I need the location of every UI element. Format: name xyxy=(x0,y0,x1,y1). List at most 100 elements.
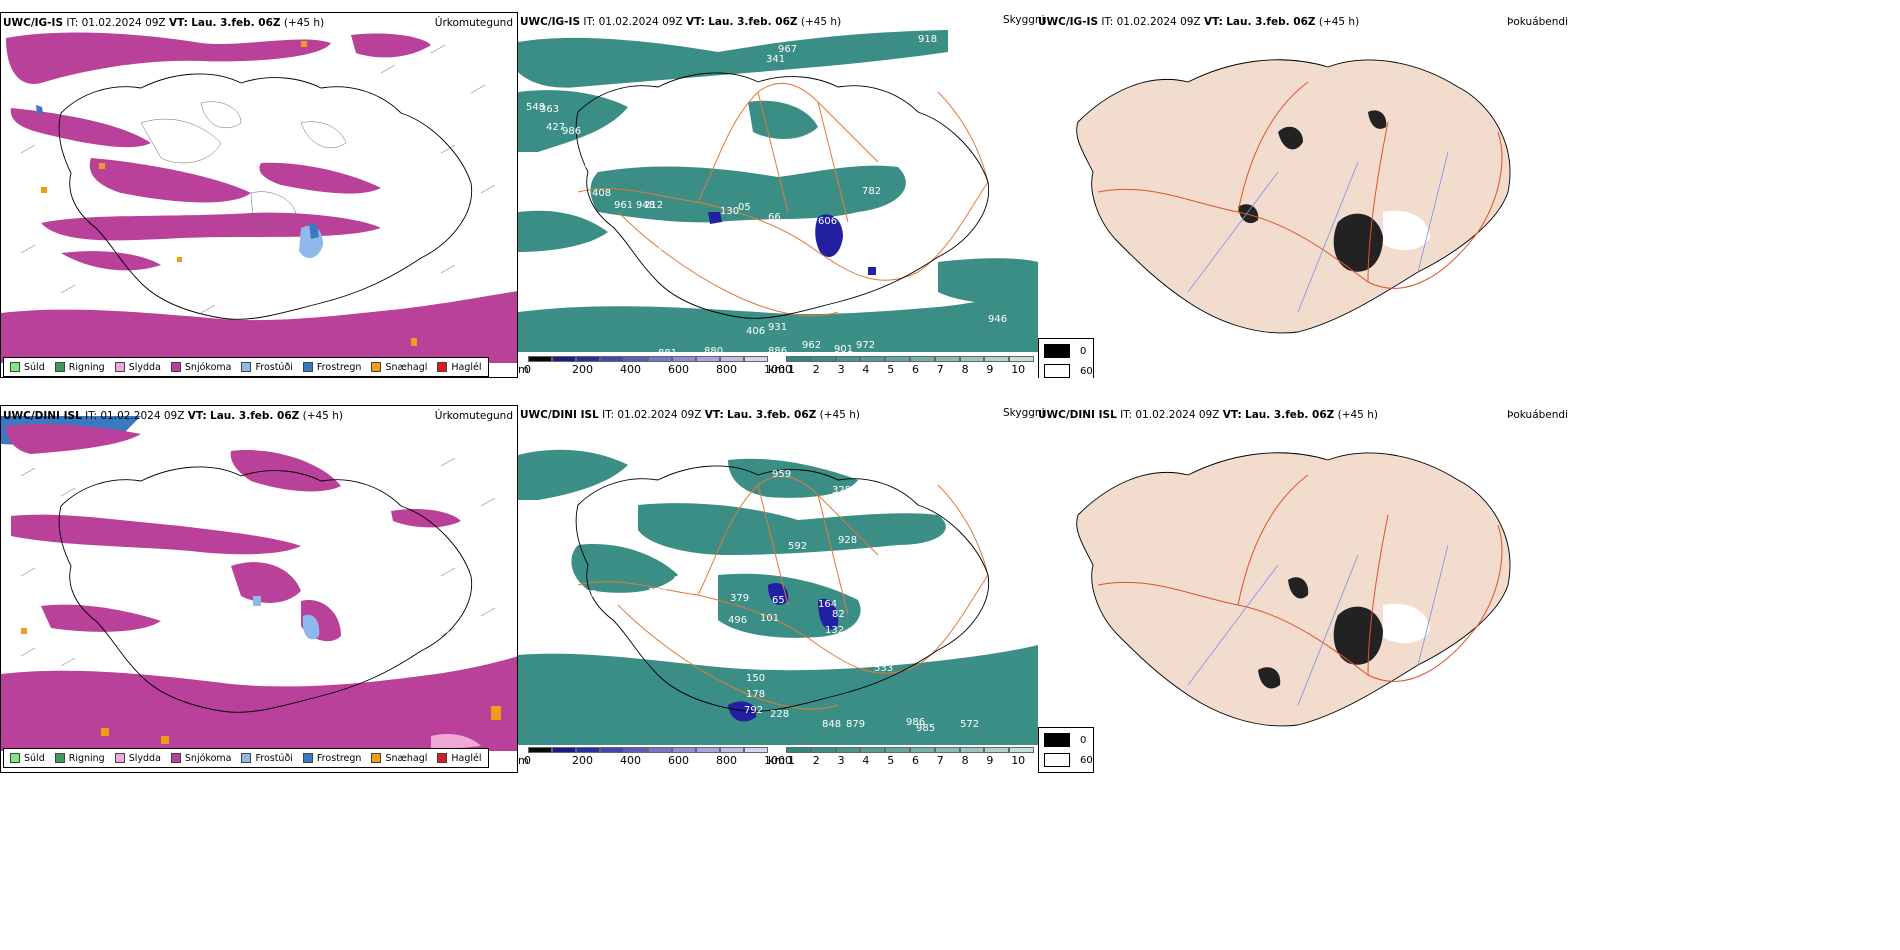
legend-label: Snjókoma xyxy=(184,361,232,373)
legend-swatch xyxy=(241,362,252,372)
vis-value-label: 207 xyxy=(782,157,801,168)
vis-scale-tick: 10 xyxy=(1011,754,1026,767)
fog-legend-item: 0 xyxy=(1044,733,1086,747)
precip-panel-row2: UWC/DINI ISL IT: 01.02.2024 09Z VT: Lau.… xyxy=(0,405,518,773)
offset: (+45 h) xyxy=(283,17,325,29)
iceland-outline xyxy=(58,466,473,713)
legend-item: Snjókoma xyxy=(170,361,232,373)
vis-scale-tick: 400 xyxy=(620,754,641,767)
vis-value-label: 130 xyxy=(720,206,739,217)
vis-value-label: 967 xyxy=(778,44,797,55)
vis-value-label: 427 xyxy=(546,122,565,133)
fog-legend-label: 0 xyxy=(1080,345,1087,357)
fog-white xyxy=(1383,210,1430,251)
legend-swatch xyxy=(302,362,313,372)
vis-scale-tick: 5 xyxy=(887,363,895,376)
fog-legend-item: 0 xyxy=(1044,344,1086,358)
vis-scale-swatch xyxy=(1009,747,1034,753)
vis-value-label: 408 xyxy=(592,188,611,199)
offset: (+45 h) xyxy=(1318,16,1360,28)
vis-scale-swatch xyxy=(576,356,600,362)
legend-item: Slydda xyxy=(114,362,161,373)
vis-value-label: 572 xyxy=(960,719,979,730)
vis-value-label: 886 xyxy=(768,346,787,357)
vis-scale-swatch xyxy=(835,747,861,753)
fog-title-row2: Þokuábendi xyxy=(1507,409,1568,421)
legend-label: Frostúði xyxy=(255,752,293,764)
fog-header-row2: UWC/DINI ISL IT: 01.02.2024 09Z VT: Lau.… xyxy=(1038,409,1378,421)
vis-scale-row1: m 0 200 400 600 800 1000 km 1 2 3 4 5 6 7 8 9 10 xyxy=(518,356,1038,378)
vis-scale-swatch xyxy=(885,747,910,753)
legend-item: Rigning xyxy=(54,361,105,373)
vis-scale-tick: 2 xyxy=(812,363,820,376)
vt-value: Lau. 3.feb. 06Z xyxy=(1226,16,1316,28)
vis-scale-tick: 7 xyxy=(936,754,944,767)
legend-item: Súld xyxy=(10,753,45,764)
vis-fill-areas xyxy=(518,449,1038,745)
legend-label: Rigning xyxy=(68,752,105,764)
vis-scale-swatch xyxy=(624,747,648,753)
model-name: UWC/DINI ISL xyxy=(1038,409,1117,421)
precip-legend-row1: Súld Rigning Slydda Snjókoma Frostúði Fr… xyxy=(3,357,489,377)
vis-scale-row2: m 0 200 400 600 800 1000 km 1 2 3 4 5 6 7 8 9 10 xyxy=(518,747,1038,769)
vis-scale-tick: 0 xyxy=(524,754,531,767)
vis-value-label: 632 xyxy=(673,575,692,586)
vis-scale-tick: 9 xyxy=(986,754,994,767)
vis-scale-tick: 200 xyxy=(572,363,593,376)
vis-value-label: 985 xyxy=(916,723,935,734)
vis-scale-swatch xyxy=(696,747,720,753)
vis-value-label: 986 xyxy=(906,717,925,728)
legend-swatch xyxy=(10,362,20,372)
legend-label: Rigning xyxy=(68,361,105,373)
vis-value-label: 567 xyxy=(718,242,737,253)
legend-swatch xyxy=(54,362,65,372)
precip-header-row1: UWC/IG-IS IT: 01.02.2024 09Z VT: Lau. 3.… xyxy=(3,17,324,29)
vis-scale-swatch xyxy=(934,747,960,753)
iceland-outline xyxy=(575,72,990,319)
vis-scale-swatch xyxy=(860,356,886,362)
legend-swatch xyxy=(437,362,448,372)
fog-title-row1: Þokuábendi xyxy=(1507,16,1568,28)
vt-label: VT: xyxy=(704,409,724,421)
fog-map-row1 xyxy=(1076,59,1511,334)
vis-value-label: 782 xyxy=(862,186,881,197)
vis-scale-swatch xyxy=(910,747,935,753)
vis-value-label: 160 xyxy=(578,589,597,600)
fog-legend-swatch xyxy=(1044,753,1070,767)
vis-scale-tick: 400 xyxy=(620,363,641,376)
vis-scale-swatch xyxy=(720,747,744,753)
vt-label: VT: xyxy=(168,17,188,29)
vis-fill-areas xyxy=(518,30,1038,352)
vis-scale-tick: 5 xyxy=(887,754,895,767)
vis-scale-tick: 3 xyxy=(837,363,845,376)
fog-legend-row1: 0 60 xyxy=(1038,338,1094,378)
vis-scale-swatch xyxy=(910,356,935,362)
fog-legend-swatch xyxy=(1044,344,1070,358)
vis-value-label: 946 xyxy=(988,314,1007,325)
vis-value-label: 341 xyxy=(766,54,785,65)
model-name: UWC/DINI ISL xyxy=(520,409,599,421)
legend-label: Súld xyxy=(24,752,45,764)
it-value: 01.02.2024 09Z xyxy=(1116,16,1201,28)
vis-scale-swatch xyxy=(885,356,910,362)
offset: (+45 h) xyxy=(302,410,343,422)
iceland-outline xyxy=(58,73,473,320)
vis-scale-swatch xyxy=(648,356,672,362)
vis-scale-swatch xyxy=(720,356,744,362)
model-name: UWC/IG-IS xyxy=(520,16,581,28)
freezing-drizzle xyxy=(253,596,320,640)
rivers xyxy=(1187,151,1449,313)
vis-value-label: 928 xyxy=(838,535,857,546)
fog-panel-row2: UWC/DINI ISL IT: 01.02.2024 09Z VT: Lau.… xyxy=(1038,405,1568,773)
vis-scale-swatch xyxy=(744,747,768,753)
vis-scale-tick: 1 xyxy=(788,363,795,376)
vis-scale-tick: 6 xyxy=(912,754,919,767)
vis-scale-swatch xyxy=(786,356,811,362)
vis-scale-swatch xyxy=(984,747,1010,753)
vis-value-label: 150 xyxy=(746,673,765,684)
precip-header-row2: UWC/DINI ISL IT: 01.02.2024 09Z VT: Lau.… xyxy=(3,410,343,422)
it-label: IT: xyxy=(602,409,615,421)
vis-scale-swatch xyxy=(786,747,811,753)
vis-value-label: 406 xyxy=(746,326,765,337)
